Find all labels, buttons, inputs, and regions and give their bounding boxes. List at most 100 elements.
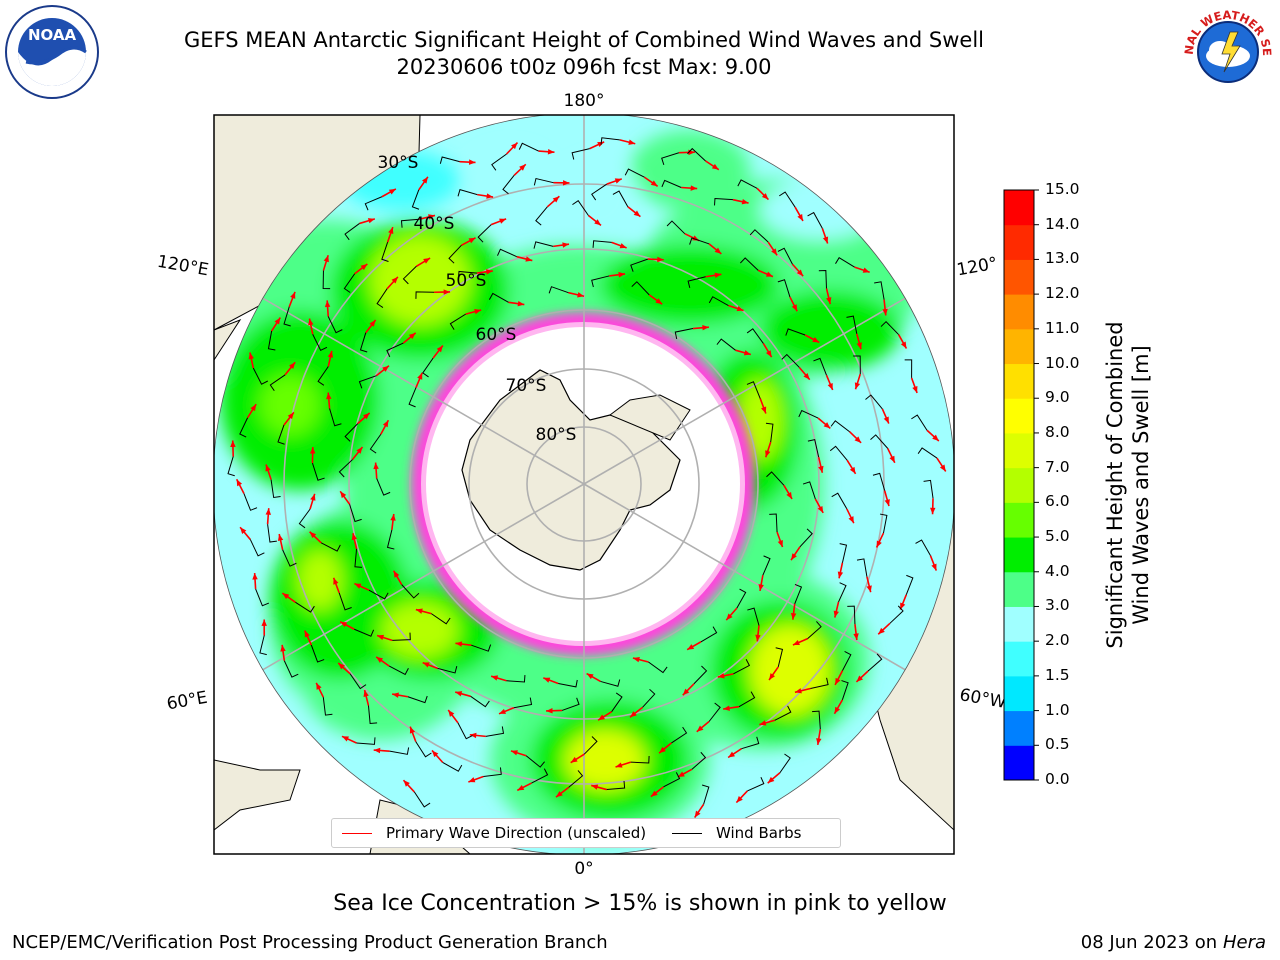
wave-direction-arrowhead: [511, 142, 518, 150]
wind-barb: [349, 504, 362, 523]
wind-barb: [674, 328, 694, 340]
wind-barb: [591, 183, 607, 201]
wind-barb: [838, 582, 847, 603]
wind-barb: [810, 677, 829, 689]
wave-direction-arrowhead: [432, 750, 439, 758]
wave-direction-arrowhead: [598, 714, 606, 721]
wave-direction-arrowhead: [659, 746, 666, 754]
wave-direction-arrowhead: [354, 583, 362, 589]
wind-barb: [329, 408, 342, 427]
wind-barb: [708, 702, 721, 722]
wave-direction-arrowhead: [274, 317, 281, 325]
wind-barb: [322, 697, 333, 716]
wind-barb: [766, 471, 785, 486]
wind-barb: [457, 722, 473, 740]
wind-barb: [401, 584, 420, 599]
wind-barb: [312, 334, 328, 352]
wind-barb: [449, 313, 466, 330]
wave-direction-arrowhead: [486, 269, 493, 275]
wind-barb: [408, 387, 417, 408]
wave-direction-arrowhead: [761, 193, 769, 200]
wind-barb: [739, 257, 759, 271]
wave-direction-arrowhead: [939, 464, 946, 472]
wave-direction-arrowhead: [265, 464, 271, 472]
lat-label-60s: 60°S: [476, 325, 517, 345]
wind-barb: [835, 257, 855, 268]
wave-direction-arrowhead: [261, 619, 267, 626]
wave-direction-arrowhead: [696, 725, 704, 732]
wind-barb: [239, 417, 249, 438]
wave-direction-arrowhead: [333, 577, 339, 585]
wind-barb: [708, 296, 729, 306]
wave-direction-arrowhead: [327, 350, 334, 358]
wave-direction-arrowhead: [309, 531, 317, 539]
wind-barb: [277, 424, 285, 445]
colorbar-segment: [1004, 571, 1034, 607]
wave-direction-arrowhead: [633, 210, 641, 217]
wave-direction-arrowhead: [837, 571, 844, 579]
wind-barb: [600, 137, 620, 145]
wind-barb: [533, 241, 554, 249]
legend-item-wave-direction: Primary Wave Direction (unscaled): [332, 824, 662, 842]
wind-barb: [911, 414, 928, 431]
wave-direction-arrowhead: [309, 447, 316, 454]
wave-direction-arrowhead: [714, 247, 722, 254]
wind-barb: [765, 422, 774, 443]
chart-title: GEFS MEAN Antarctic Significant Height o…: [183, 28, 985, 52]
wave-direction-arrowhead: [282, 593, 290, 600]
wind-barb: [392, 632, 411, 641]
wind-barb: [714, 197, 733, 206]
wave-direction-arrowhead: [728, 751, 736, 758]
wave-direction-arrowhead: [340, 491, 347, 499]
wave-direction-arrowhead: [687, 644, 695, 650]
wind-barb: [872, 472, 886, 491]
wave-direction-arrowhead: [854, 382, 861, 390]
wave-direction-arrowhead: [755, 634, 761, 642]
wind-barb: [402, 265, 417, 285]
colorbar-title: Significant Height of Combined Wind Wave…: [1102, 321, 1154, 648]
wave-direction-arrowhead: [290, 291, 296, 299]
wave-direction-arrowhead: [428, 214, 435, 220]
wave-direction-arrowhead: [629, 711, 637, 718]
colorbar-tick-label: 10.0: [1045, 353, 1080, 372]
wave-direction-arrowhead: [884, 499, 890, 507]
colorbar-tick-label: 15.0: [1045, 180, 1080, 198]
colorbar-tick-label: 1.0: [1045, 700, 1070, 719]
wave-direction-arrowhead: [628, 139, 636, 145]
colorbar-tick-label: 12.0: [1045, 284, 1080, 303]
wave-direction-arrowhead: [614, 178, 622, 184]
wave-direction-arrowhead: [866, 585, 872, 593]
wind-barb: [525, 755, 545, 768]
wave-direction-arrowhead: [717, 673, 725, 679]
wind-barb: [411, 189, 420, 210]
colorbar-segment: [1004, 328, 1034, 365]
wind-barb: [777, 247, 793, 265]
wave-direction-arrowhead: [265, 508, 272, 515]
wind-barb: [386, 529, 395, 550]
wind-barb: [606, 780, 626, 791]
wind-barb: [376, 478, 391, 496]
wind-barb: [437, 666, 458, 674]
colorbar-tick-label: 3.0: [1045, 596, 1070, 615]
wave-direction-arrowhead: [555, 791, 563, 798]
wave-direction-arrowhead: [833, 610, 839, 618]
graticule: [214, 115, 954, 854]
wave-direction-arrowhead: [377, 634, 385, 641]
wave-direction-arrowhead: [304, 630, 310, 638]
wave-direction-arrowhead: [682, 688, 690, 696]
wave-direction-arrowhead: [769, 673, 775, 681]
wind-barb: [737, 179, 758, 189]
wind-barb: [630, 258, 648, 272]
colorbar-tick-label: 4.0: [1045, 561, 1070, 580]
wave-direction-arrowhead: [736, 305, 744, 312]
wind-barb: [839, 543, 848, 563]
wind-barb: [747, 607, 760, 626]
wave-direction-arrowhead: [758, 584, 764, 591]
wind-barb: [829, 445, 848, 461]
colorbar: [1003, 189, 1039, 781]
colorbar-segment: [1004, 641, 1034, 677]
wave-direction-arrowhead: [790, 612, 797, 620]
lon-label-left-upper: 120°E: [156, 252, 210, 281]
noaa-logo: NOAA: [5, 5, 99, 99]
